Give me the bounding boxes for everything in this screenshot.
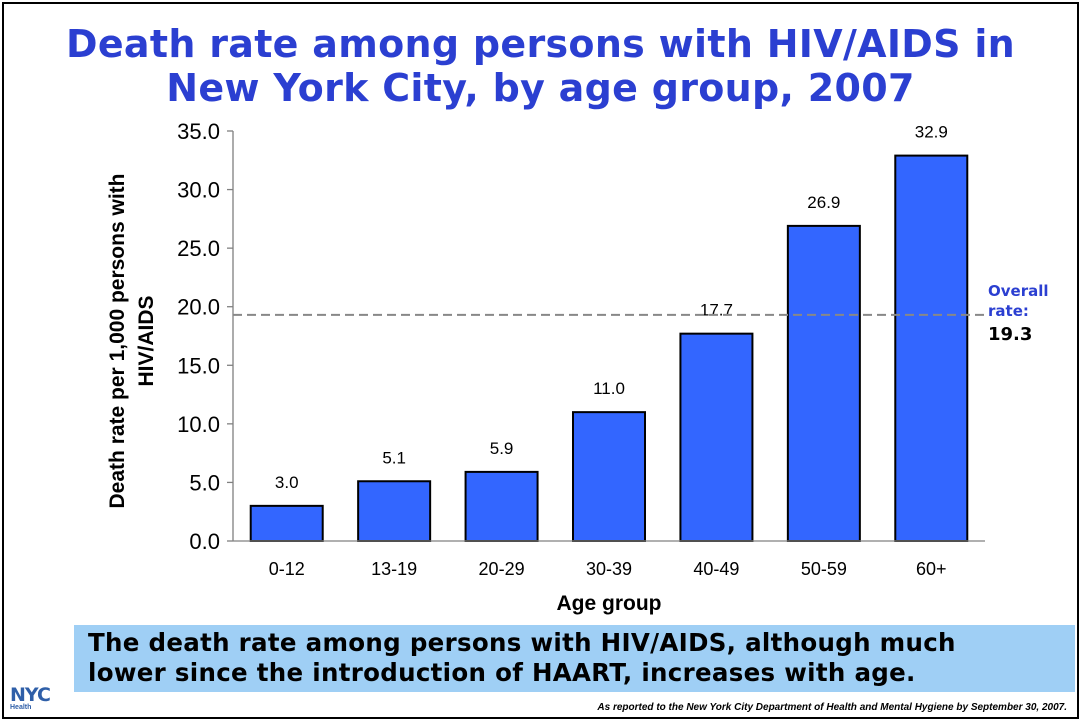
chart-title-line2: New York City, by age group, 2007 xyxy=(166,66,915,110)
overall-rate-label-2: rate: xyxy=(988,302,1029,320)
bars: 3.0 5.1 5.9 11.0 17.7 26.9 32.9 xyxy=(249,123,969,543)
y-tick-label: 25.0 xyxy=(177,236,220,261)
y-axis-title-line: HIV/AIDS xyxy=(135,295,158,386)
data-label: 5.9 xyxy=(490,439,514,458)
bar-60+ xyxy=(894,154,969,542)
nyc-health-logo: NYC Health xyxy=(10,685,74,717)
bar-30-39 xyxy=(572,411,646,542)
chart-title: Death rate among persons with HIV/AIDS i… xyxy=(0,22,1081,110)
x-tick-label: 50-59 xyxy=(801,559,847,579)
data-label: 3.0 xyxy=(275,473,299,492)
data-label: 5.1 xyxy=(382,448,406,467)
callout-box: The death rate among persons with HIV/AI… xyxy=(74,625,1075,692)
y-axis: 0.0 5.0 10.0 15.0 20.0 25.0 30.0 35.0 xyxy=(177,119,234,554)
y-axis-title-line: Death rate per 1,000 persons with xyxy=(106,174,129,509)
data-label: 32.9 xyxy=(915,123,948,142)
logo-sub: Health xyxy=(10,704,32,711)
data-label: 11.0 xyxy=(593,379,625,398)
source-note: As reported to the New York City Departm… xyxy=(597,702,1067,713)
callout-line1: The death rate among persons with HIV/AI… xyxy=(88,628,956,657)
x-tick-label: 40-49 xyxy=(693,559,739,579)
data-label: 17.7 xyxy=(700,301,733,320)
y-tick-label: 20.0 xyxy=(177,295,220,320)
bar-40-49 xyxy=(679,332,754,542)
overall-rate-reference: Overall rate: 19.3 xyxy=(233,282,1049,345)
bar-20-29 xyxy=(464,470,539,542)
callout-line2: lower since the introduction of HAART, i… xyxy=(88,658,916,687)
y-tick-label: 30.0 xyxy=(177,178,220,203)
x-tick-label: 13-19 xyxy=(371,559,417,579)
x-tick-label: 60+ xyxy=(916,559,947,579)
y-tick-label: 5.0 xyxy=(189,470,220,495)
y-axis-title: Death rate per 1,000 persons with HIV/AID… xyxy=(106,174,158,509)
x-axis-title: Age group xyxy=(557,592,662,615)
y-tick-label: 10.0 xyxy=(177,412,220,437)
x-tick-label: 30-39 xyxy=(586,559,632,579)
bar-chart: 0.0 5.0 10.0 15.0 20.0 25.0 30.0 35.0 3.0 5.1 5.9… xyxy=(106,119,1049,615)
chart-title-line1: Death rate among persons with HIV/AIDS i… xyxy=(66,22,1015,66)
x-axis: 0-12 13-19 20-29 30-39 40-49 50-59 60+ xyxy=(233,540,985,579)
overall-rate-label-1: Overall xyxy=(988,282,1049,300)
axis-titles: Age group Death rate per 1,000 persons wi… xyxy=(106,174,662,615)
x-tick-label: 20-29 xyxy=(479,559,525,579)
x-tick-label: 0-12 xyxy=(269,559,305,579)
overall-rate-value: 19.3 xyxy=(988,324,1032,345)
data-label: 26.9 xyxy=(807,193,840,212)
bar-50-59 xyxy=(786,224,861,542)
callout-text: The death rate among persons with HIV/AI… xyxy=(88,628,1067,688)
y-tick-label: 35.0 xyxy=(177,119,220,144)
logo-mark: NYC xyxy=(10,684,51,706)
bar-0-12 xyxy=(249,504,324,543)
y-tick-label: 0.0 xyxy=(189,529,220,554)
bar-13-19 xyxy=(357,480,432,542)
y-tick-label: 15.0 xyxy=(177,353,220,378)
